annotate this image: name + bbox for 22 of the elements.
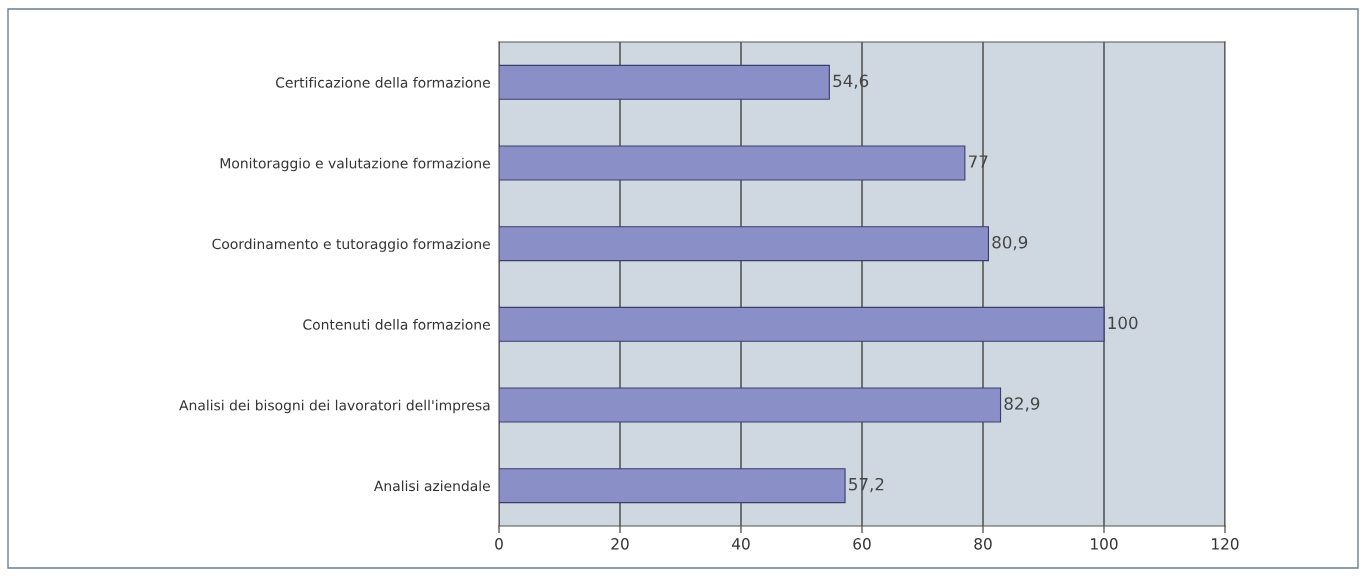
y-tick-label: Certificazione della formazione [275,77,490,88]
bar [499,226,989,262]
bar [499,387,1002,423]
y-tick-label: Monitoraggio e valutazione formazione [220,157,490,172]
x-tick-label: 120 [1212,538,1239,550]
x-tick-label: 100 [1091,538,1118,550]
y-tick-label: Contenuti della formazione [303,319,490,330]
bar [499,145,966,181]
x-tick-label: 60 [853,538,871,550]
x-tick-label: 20 [611,538,629,550]
x-tick-label: 80 [974,538,992,550]
data-label: 100 [1108,316,1138,330]
x-tick-label: 40 [732,538,750,550]
x-tick-label: 0 [495,538,503,550]
data-label: 82,9 [1004,397,1040,412]
y-tick-label: Analisi dei bisogni dei lavoratori dell'impresa [179,399,490,414]
bar [499,306,1105,342]
bar [499,468,846,504]
data-label: 80,9 [992,235,1028,251]
bar [499,64,830,100]
y-tick-label: Analisi aziendale [374,480,490,492]
y-tick-label: Coordinamento e tutoraggio formazione [212,238,490,252]
